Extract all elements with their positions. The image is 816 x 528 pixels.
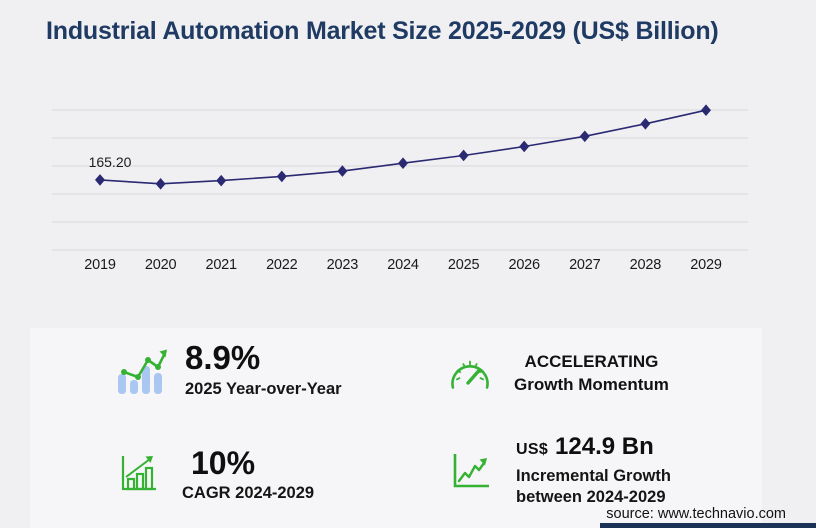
x-axis-label-2026: 2026 — [508, 257, 540, 273]
x-axis-label-2023: 2023 — [327, 257, 359, 273]
data-point-2020 — [155, 178, 166, 190]
stat-growth-momentum: ACCELERATING Growth Momentum — [448, 350, 669, 396]
yoy-growth-value: 8.9% — [185, 339, 261, 376]
source-credit: source: www.technavio.com — [606, 506, 786, 522]
data-point-value-label: 165.20 — [89, 154, 132, 170]
data-point-2023 — [337, 165, 348, 177]
data-point-2024 — [398, 157, 408, 169]
x-axis-label-2024: 2024 — [387, 257, 419, 273]
x-axis-label-2029: 2029 — [690, 257, 722, 273]
x-axis-label-2025: 2025 — [448, 257, 480, 273]
incremental-growth-label-line1: Incremental Growth — [516, 467, 671, 485]
incremental-growth-icon — [452, 453, 490, 494]
stat-incremental-growth: US$ 124.9 Bn Incremental Growth between … — [452, 432, 671, 507]
cagr-label: CAGR 2024-2029 — [182, 484, 315, 502]
momentum-label: Growth Momentum — [514, 375, 669, 394]
market-line-chart: 2019 2020 2021 2022 2023 2024 2025 2026 2027 2028… — [52, 104, 748, 273]
stat-cagr: 10% CAGR 2024-2029 — [120, 446, 314, 503]
data-point-2022 — [276, 170, 287, 183]
x-axis-label-2020: 2020 — [145, 257, 177, 273]
data-point-2021 — [216, 174, 227, 187]
x-axis-label-2021: 2021 — [205, 257, 237, 273]
bar-chart-growth-icon — [120, 454, 158, 497]
momentum-status: ACCELERATING — [524, 352, 659, 371]
data-point-2019 — [95, 174, 105, 186]
x-axis-label-2027: 2027 — [569, 257, 601, 273]
incremental-growth-value: 124.9 Bn — [555, 433, 654, 460]
data-point-2026 — [519, 140, 530, 153]
stat-yoy-growth: 8.9% 2025 Year-over-Year — [116, 340, 342, 401]
growth-bars-icon — [116, 348, 168, 401]
x-axis-label-2028: 2028 — [630, 257, 662, 273]
page-title: Industrial Automation Market Size 2025-2… — [46, 17, 719, 45]
incremental-growth-currency: US$ — [516, 441, 549, 458]
bottom-accent-bar — [600, 523, 816, 528]
data-point-2029 — [701, 104, 711, 117]
trend-line — [99, 109, 707, 185]
x-axis-label-2022: 2022 — [266, 257, 298, 273]
data-point-2028 — [640, 117, 651, 130]
speedometer-icon — [448, 356, 492, 395]
yoy-growth-label: 2025 Year-over-Year — [185, 380, 342, 398]
data-point-2027 — [579, 130, 590, 143]
incremental-growth-label-line2: between 2024-2029 — [516, 487, 666, 506]
cagr-value: 10% — [191, 445, 256, 481]
data-point-2025 — [458, 149, 469, 162]
x-axis-label-2019: 2019 — [84, 257, 116, 273]
